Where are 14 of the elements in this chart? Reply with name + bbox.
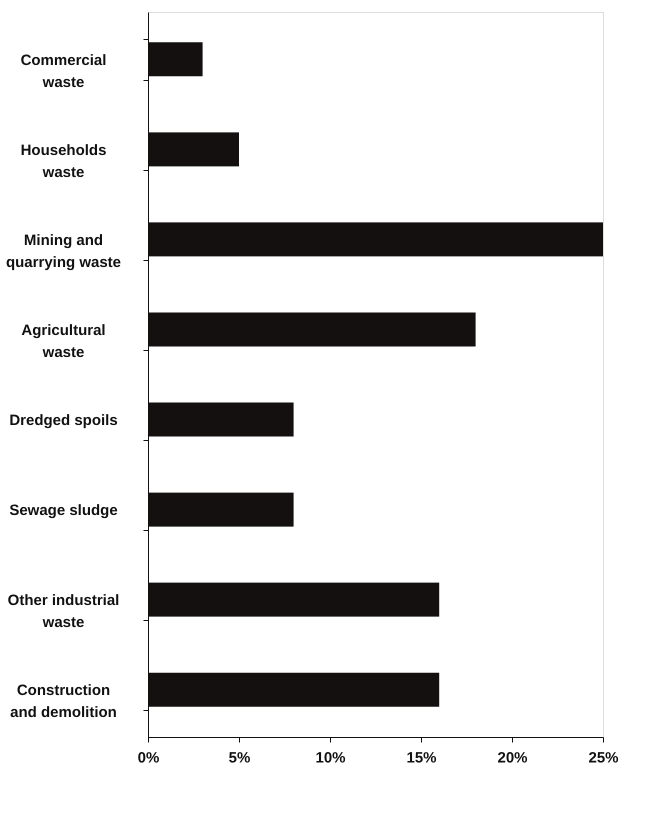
y-tick-label: Sewage sludge [9,502,118,520]
y-tick-label: Households waste [20,142,106,181]
y-tick-label: Agricultural waste [21,322,106,361]
y-tick-label: Commercial waste [20,52,106,91]
x-tick-label: 20% [497,750,528,766]
y-tick-label: Mining and quarrying waste [6,232,122,271]
y-tick-label: Dredged spoils [9,412,118,430]
x-tick-label: 0% [138,750,160,766]
x-tick-label: 25% [588,750,619,766]
y-tick-label: Construction and demolition [10,682,117,722]
x-tick-label: 10% [315,750,346,766]
x-tick-label: 15% [406,750,437,766]
x-tick-label: 5% [228,750,250,766]
y-tick-label: Other industrial waste [8,592,120,632]
